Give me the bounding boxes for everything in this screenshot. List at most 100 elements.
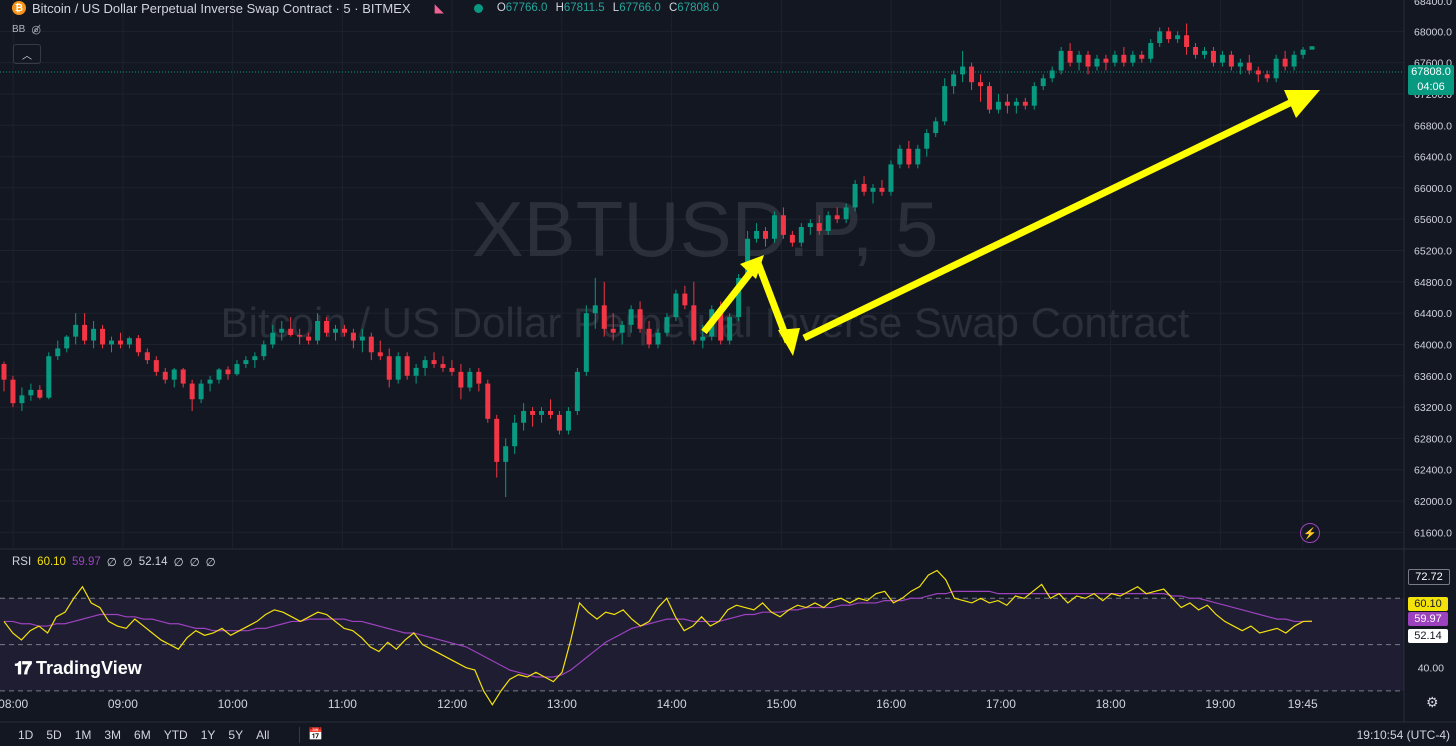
low-value: 67766.0 — [619, 2, 661, 14]
bb-indicator-legend[interactable]: BB ◎̸ — [12, 23, 41, 36]
range-all-button[interactable]: All — [256, 728, 270, 742]
calendar-goto-icon[interactable]: 📅 — [299, 727, 328, 743]
candle — [556, 411, 562, 435]
candle — [1139, 50, 1145, 63]
candle — [601, 281, 607, 337]
watermark-ticker: XBTUSD.P, 5 — [472, 185, 939, 273]
candle — [978, 74, 984, 102]
symbol-title[interactable]: Bitcoin / US Dollar Perpetual Inverse Sw… — [32, 0, 411, 16]
candle-body — [386, 356, 392, 380]
candle-body — [700, 336, 706, 341]
high-value: 67811.5 — [563, 2, 605, 14]
price-tick-label: 65600.0 — [1414, 214, 1452, 226]
rsi-tick-label: 40.00 — [1418, 663, 1444, 675]
candle — [1, 361, 7, 392]
tradingview-branding[interactable]: 𝟏𝟕 TradingView — [14, 658, 142, 679]
candle — [306, 332, 312, 345]
range-1m-button[interactable]: 1M — [74, 728, 92, 742]
chevron-up-icon: ︿ — [22, 50, 32, 62]
time-tick-label: 08:00 — [0, 697, 28, 711]
candle-body — [1004, 101, 1010, 106]
candle — [897, 144, 903, 169]
range-6m-button[interactable]: 6M — [134, 728, 151, 742]
symbol-legend[interactable]: ₿ Bitcoin / US Dollar Perpetual Inverse … — [12, 0, 724, 16]
candle — [332, 324, 338, 341]
price-tick-label: 68000.0 — [1414, 26, 1452, 38]
candle-body — [1094, 58, 1100, 67]
rsi-value-tag: 60.10 — [1408, 597, 1448, 611]
candle-body — [1264, 74, 1270, 79]
candle-body — [494, 418, 500, 462]
rsi-label: RSI — [12, 556, 32, 568]
candle-body — [610, 328, 616, 333]
candle — [341, 324, 347, 337]
candle-body — [1193, 46, 1199, 55]
collapse-legend-button[interactable]: ︿ — [13, 44, 41, 64]
lightning-icon[interactable]: ⚡ — [1300, 523, 1320, 543]
candle — [825, 211, 831, 235]
candle-body — [350, 332, 356, 341]
candle-body — [46, 356, 52, 398]
market-status-icon[interactable] — [473, 3, 483, 13]
rsi-panel[interactable]: 80.0040.00 — [0, 548, 1456, 706]
time-tick-label: 19:00 — [1205, 697, 1235, 711]
candle-body — [1166, 31, 1172, 40]
candle — [771, 211, 777, 243]
time-tick-label: 18:00 — [1096, 697, 1126, 711]
candle — [1309, 46, 1315, 50]
empty-symbol: ∅ — [173, 557, 184, 569]
candle — [1058, 46, 1064, 75]
candle-body — [1246, 62, 1252, 71]
candle-body — [1040, 78, 1046, 87]
price-tick-label: 62400.0 — [1414, 465, 1452, 477]
gear-icon[interactable]: ⚙ — [1426, 694, 1439, 710]
time-tick-label: 16:00 — [876, 697, 906, 711]
range-1y-button[interactable]: 1Y — [200, 728, 216, 742]
candle — [754, 223, 760, 243]
time-axis[interactable]: 08:00 09:00 10:00 11:00 12:00 13:00 14:00 15:00… — [0, 697, 1456, 723]
candle — [691, 281, 697, 345]
price-tick-label: 68400.0 — [1414, 0, 1452, 8]
candle — [431, 352, 437, 368]
rsi-legend[interactable]: RSI 60.10 59.97 ∅ ∅ 52.14 ∅ ∅ ∅ — [12, 555, 216, 569]
candle — [503, 438, 509, 498]
yellow-drawing-arrows[interactable] — [701, 90, 1320, 356]
eye-off-icon[interactable]: ◎̸ — [31, 24, 41, 36]
arrow-down-short — [754, 261, 792, 344]
candle-body — [601, 305, 607, 329]
candle-body — [422, 360, 428, 368]
candle — [870, 183, 876, 204]
candle-body — [574, 371, 580, 411]
flag-icon[interactable]: ◣ — [434, 1, 444, 15]
candle-body — [521, 411, 527, 423]
candle — [180, 367, 186, 388]
range-5d-button[interactable]: 5D — [46, 728, 62, 742]
candle — [1228, 50, 1234, 71]
candle-body — [870, 187, 876, 192]
candle-body — [1103, 58, 1109, 63]
range-3m-button[interactable]: 3M — [104, 728, 122, 742]
candle-body — [969, 66, 975, 83]
candle — [1040, 74, 1046, 91]
clock-timezone[interactable]: 19:10:54 (UTC-4) — [1356, 728, 1450, 742]
empty-symbol: ∅ — [122, 557, 133, 569]
date-range-buttons: 1D 5D 1M 3M 6M YTD 1Y 5Y All — [18, 728, 269, 742]
candle-body — [207, 379, 213, 384]
candle-body — [19, 395, 25, 404]
candle — [189, 379, 195, 411]
candle — [530, 407, 536, 427]
candle — [1022, 97, 1028, 110]
range-5y-button[interactable]: 5Y — [228, 728, 244, 742]
candle — [1103, 54, 1109, 71]
candle — [144, 348, 150, 365]
range-ytd-button[interactable]: YTD — [163, 728, 188, 742]
candle-body — [1049, 70, 1055, 79]
candle-body — [315, 320, 321, 341]
candle-body — [1184, 35, 1190, 47]
candle — [915, 144, 921, 169]
candle-body — [1273, 58, 1279, 79]
range-1d-button[interactable]: 1D — [18, 728, 34, 742]
candlestick-series[interactable] — [1, 23, 1315, 498]
candle — [324, 317, 330, 337]
